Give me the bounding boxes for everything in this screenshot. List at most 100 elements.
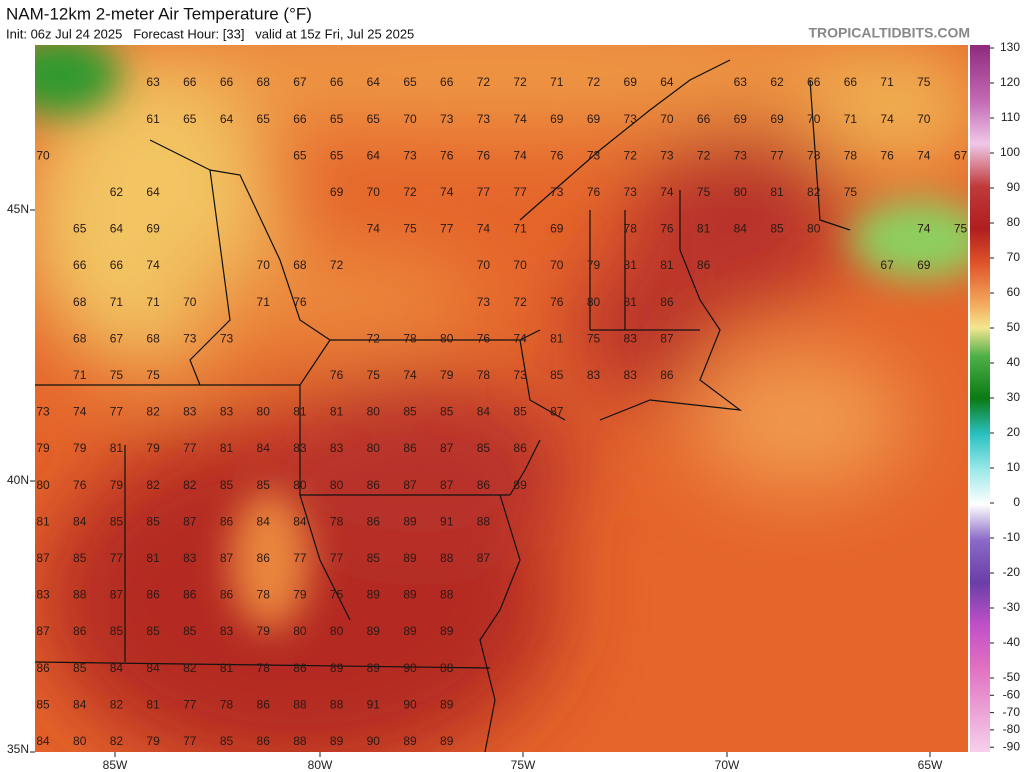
temperature-value: 80 <box>367 405 381 419</box>
temperature-value: 85 <box>513 405 527 419</box>
temperature-value: 72 <box>367 331 381 345</box>
temperature-value: 83 <box>624 331 638 345</box>
temperature-value: 64 <box>660 75 674 89</box>
temperature-value: 90 <box>403 697 417 711</box>
temperature-value: 80 <box>293 624 307 638</box>
temperature-value: 88 <box>477 514 491 528</box>
lon-label: 80W <box>308 758 333 772</box>
temperature-value: 89 <box>403 514 417 528</box>
temperature-value: 63 <box>146 75 160 89</box>
temperature-value: 74 <box>660 185 674 199</box>
temperature-value: 64 <box>110 222 124 236</box>
temperature-value: 88 <box>440 661 454 675</box>
temperature-value: 87 <box>183 514 197 528</box>
temperature-value: 80 <box>587 295 601 309</box>
temperature-value: 79 <box>587 258 601 272</box>
temperature-value: 73 <box>550 185 564 199</box>
temperature-value: 81 <box>330 405 344 419</box>
temperature-value: 72 <box>697 148 711 162</box>
temperature-value: 77 <box>330 551 344 565</box>
temperature-value: 65 <box>367 112 381 126</box>
temperature-value: 69 <box>624 75 638 89</box>
temperature-value: 82 <box>183 661 197 675</box>
temperature-value: 74 <box>513 148 527 162</box>
lat-label: 40N <box>7 473 29 487</box>
temperature-value: 79 <box>146 441 160 455</box>
temperature-value: 76 <box>330 368 344 382</box>
temperature-value: 78 <box>844 148 858 162</box>
temperature-value: 79 <box>257 624 271 638</box>
temperature-value: 71 <box>73 368 87 382</box>
temperature-value: 86 <box>257 734 271 748</box>
temperature-value: 86 <box>257 551 271 565</box>
temperature-value: 86 <box>257 697 271 711</box>
temperature-value: 66 <box>183 75 197 89</box>
temperature-value: 81 <box>770 185 784 199</box>
colorbar-label: 100 <box>1000 145 1020 159</box>
temperature-value: 76 <box>477 331 491 345</box>
temperature-value: 87 <box>110 588 124 602</box>
temperature-value: 77 <box>440 222 454 236</box>
temperature-value: 73 <box>36 405 50 419</box>
temperature-value: 69 <box>550 112 564 126</box>
colorbar-label: 130 <box>1000 40 1020 54</box>
temperature-value: 85 <box>440 405 454 419</box>
temperature-labels: 63 66 66 68 67 66 64 65 66 72 72 71 72 69 64 63 62 66 66 71… <box>36 75 967 748</box>
temperature-value: 75 <box>917 75 931 89</box>
temperature-value: 83 <box>183 551 197 565</box>
temperature-value: 78 <box>624 222 638 236</box>
temperature-value: 74 <box>367 222 381 236</box>
temperature-value: 85 <box>477 441 491 455</box>
temperature-value: 86 <box>403 441 417 455</box>
temperature-value: 80 <box>807 222 821 236</box>
temperature-value: 75 <box>367 368 381 382</box>
temperature-value: 80 <box>73 734 87 748</box>
temperature-value: 81 <box>293 405 307 419</box>
temperature-value: 81 <box>36 514 50 528</box>
temperature-value: 75 <box>844 185 858 199</box>
colorbar-label: -80 <box>1003 722 1021 736</box>
temperature-value: 89 <box>330 661 344 675</box>
colorbar-label: 60 <box>1007 285 1021 299</box>
temperature-value: 89 <box>403 734 417 748</box>
temperature-value: 89 <box>367 661 381 675</box>
temperature-value: 64 <box>367 148 381 162</box>
temperature-value: 81 <box>660 258 674 272</box>
temperature-value: 71 <box>550 75 564 89</box>
temperature-value: 89 <box>330 734 344 748</box>
temperature-value: 66 <box>110 258 124 272</box>
temperature-value: 83 <box>220 405 234 419</box>
temperature-value: 63 <box>734 75 748 89</box>
temperature-value: 69 <box>550 222 564 236</box>
temperature-value: 80 <box>734 185 748 199</box>
temperature-value: 73 <box>440 112 454 126</box>
temperature-value: 91 <box>440 514 454 528</box>
temperature-value: 85 <box>73 551 87 565</box>
temperature-value: 75 <box>403 222 417 236</box>
temperature-value: 78 <box>257 588 271 602</box>
lon-label: 75W <box>511 758 536 772</box>
temperature-value: 73 <box>403 148 417 162</box>
temperature-value: 64 <box>367 75 381 89</box>
site-credit: TROPICALTIDBITS.COM <box>808 25 970 41</box>
temperature-value: 62 <box>770 75 784 89</box>
temperature-value: 61 <box>146 112 160 126</box>
temperature-value: 78 <box>257 661 271 675</box>
temperature-value: 86 <box>146 588 160 602</box>
temperature-value: 82 <box>110 734 124 748</box>
colorbar-label: 0 <box>1013 495 1020 509</box>
temperature-value: 80 <box>293 478 307 492</box>
temperature-value: 67 <box>110 331 124 345</box>
temperature-value: 80 <box>257 405 271 419</box>
temperature-value: 86 <box>367 478 381 492</box>
temperature-value: 82 <box>110 697 124 711</box>
temperature-value: 86 <box>183 588 197 602</box>
temperature-value: 77 <box>183 734 197 748</box>
temperature-value: 74 <box>440 185 454 199</box>
temperature-value: 74 <box>477 222 491 236</box>
temperature-value: 72 <box>624 148 638 162</box>
temperature-value: 76 <box>880 148 894 162</box>
temperature-value: 84 <box>146 661 160 675</box>
colorbar-label: 70 <box>1007 250 1021 264</box>
temperature-value: 73 <box>624 185 638 199</box>
